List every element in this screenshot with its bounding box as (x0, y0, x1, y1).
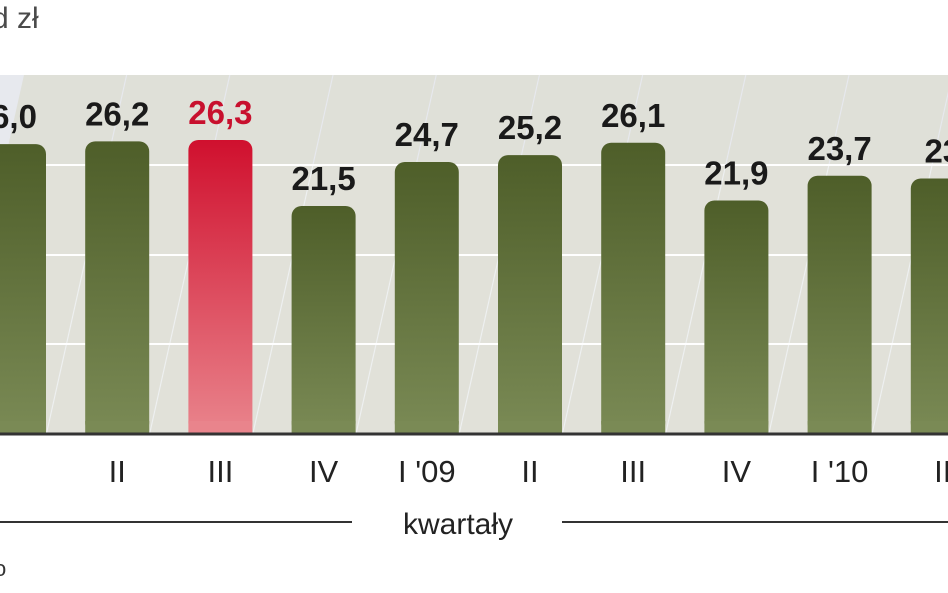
bar-value-label: 24,7 (395, 116, 459, 153)
bar (85, 141, 150, 433)
bar (704, 200, 769, 433)
x-tick-label: I '10 (811, 454, 869, 489)
bar-base (85, 421, 150, 433)
bar-base (704, 421, 769, 433)
bar-base (188, 421, 253, 433)
x-tick-label: II (521, 454, 538, 489)
bar-base (394, 421, 459, 433)
bar-value-label: 21,9 (704, 155, 768, 192)
bar-value-label: 23,7 (807, 130, 871, 167)
x-axis-title-group: kwartały (0, 508, 948, 541)
bar (601, 142, 666, 433)
bar-value-label: 23 (924, 133, 948, 170)
bar-highlighted (188, 140, 253, 433)
value-labels: 6,0 26,2 26,3 21,5 24,7 25,2 26,1 21,9 23,7 23 (0, 94, 948, 197)
x-axis-title: kwartały (403, 508, 513, 541)
bar-value-label: 25,2 (498, 109, 562, 146)
bar-base (601, 421, 666, 433)
x-tick-labels: II III IV I '09 II III IV I '10 II (109, 454, 948, 489)
unit-label: d zł (0, 2, 39, 35)
bar-value-label: 26,2 (85, 95, 149, 132)
x-tick-label: III (207, 454, 233, 489)
bar (807, 175, 872, 433)
bars (0, 140, 948, 433)
bar (498, 155, 562, 433)
x-tick-label: II (109, 454, 126, 489)
x-tick-label: II (934, 454, 948, 489)
bar-base (807, 421, 872, 433)
x-tick-label: IV (722, 454, 752, 489)
bar-base (498, 421, 562, 433)
x-tick-label: III (620, 454, 646, 489)
bar-base (910, 421, 948, 433)
bar (394, 162, 459, 433)
bar-value-label-highlighted: 26,3 (188, 94, 252, 131)
bar (0, 144, 46, 433)
x-tick-label: IV (309, 454, 339, 489)
gridlines (0, 164, 948, 345)
bar-value-label: 21,5 (291, 160, 355, 197)
bar-base (0, 421, 46, 433)
bar-value-label: 6,0 (0, 98, 37, 135)
x-tick-label: I '09 (398, 454, 456, 489)
bar-value-label: 26,1 (601, 97, 665, 134)
bar (910, 178, 948, 433)
bar-base (291, 421, 356, 433)
source-mark: o (0, 556, 7, 581)
bar (291, 206, 356, 433)
